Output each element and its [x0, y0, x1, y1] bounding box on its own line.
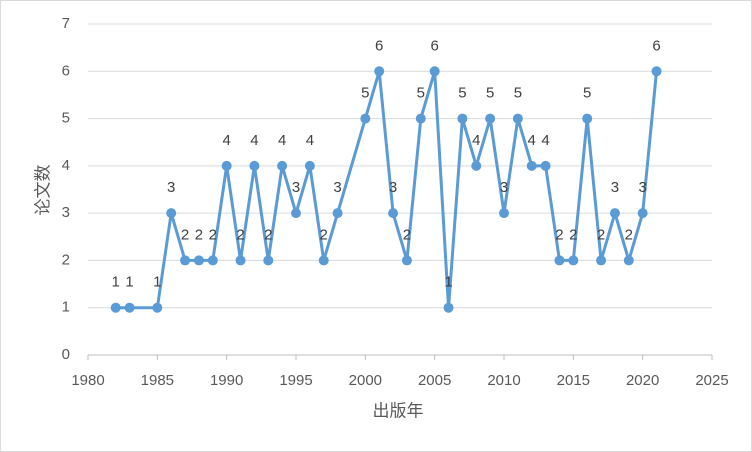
data-label: 2: [625, 226, 633, 243]
data-point: [388, 208, 399, 219]
x-tick-label: 1990: [210, 372, 243, 389]
data-point: [485, 113, 496, 124]
data-point: [152, 302, 163, 313]
data-point: [249, 160, 260, 171]
data-point: [401, 255, 412, 266]
data-label: 1: [112, 274, 120, 291]
data-point: [651, 66, 662, 77]
data-point: [443, 302, 454, 313]
data-point: [596, 255, 607, 266]
data-label: 2: [181, 226, 189, 243]
x-tick-label: 2020: [626, 372, 659, 389]
x-tick-label: 2010: [487, 372, 520, 389]
data-label: 4: [250, 132, 258, 149]
data-label: 2: [403, 226, 411, 243]
data-label: 5: [458, 85, 466, 102]
data-label: 2: [264, 226, 272, 243]
data-point: [166, 208, 177, 219]
x-tick-label: 1985: [141, 372, 174, 389]
data-label: 5: [361, 85, 369, 102]
data-label: 6: [430, 37, 438, 54]
data-label: 4: [222, 132, 230, 149]
data-point: [332, 208, 343, 219]
data-label: 6: [652, 37, 660, 54]
data-point: [374, 66, 385, 77]
data-point: [637, 208, 648, 219]
data-point: [207, 255, 218, 266]
data-point: [457, 113, 468, 124]
data-point: [582, 113, 593, 124]
data-label: 3: [389, 179, 397, 196]
data-label: 3: [333, 179, 341, 196]
x-tick-label: 2005: [418, 372, 451, 389]
x-tick-label: 2015: [557, 372, 590, 389]
data-point: [110, 302, 121, 313]
data-point: [415, 113, 426, 124]
x-tick-label: 2000: [349, 372, 382, 389]
data-point: [429, 66, 440, 77]
y-axis-label: 论文数: [33, 165, 52, 216]
data-point: [291, 208, 301, 219]
data-label: 3: [611, 179, 619, 196]
data-point: [193, 255, 204, 266]
data-label: 4: [541, 132, 549, 149]
data-label: 5: [417, 85, 425, 102]
data-point: [540, 160, 551, 171]
y-tick-label: 3: [62, 204, 70, 221]
x-tick-label: 2025: [695, 372, 728, 389]
y-tick-label: 1: [62, 299, 70, 316]
data-label: 4: [278, 132, 286, 149]
data-point: [235, 255, 246, 266]
x-axis-label: 出版年: [373, 401, 424, 420]
data-label: 2: [597, 226, 605, 243]
data-label: 1: [153, 274, 161, 291]
data-point: [499, 208, 509, 219]
data-label: 3: [167, 179, 175, 196]
data-point: [318, 255, 329, 266]
x-tick-label: 1995: [279, 372, 312, 389]
data-point: [554, 255, 565, 266]
data-point: [180, 255, 191, 266]
data-point: [277, 160, 288, 171]
data-label: 4: [528, 132, 536, 149]
data-label: 5: [486, 85, 494, 102]
x-tick-label: 1980: [71, 372, 104, 389]
data-label: 3: [292, 179, 300, 196]
data-point: [221, 160, 232, 171]
data-point: [471, 160, 482, 171]
y-tick-label: 6: [62, 62, 70, 79]
data-point: [623, 255, 634, 266]
data-point: [263, 255, 274, 266]
data-label: 2: [569, 226, 577, 243]
data-point: [124, 302, 135, 313]
data-label: 2: [195, 226, 203, 243]
data-label: 2: [320, 226, 328, 243]
data-point: [512, 113, 523, 124]
y-tick-label: 4: [62, 157, 70, 174]
y-tick-label: 5: [62, 110, 70, 127]
data-label: 3: [638, 179, 646, 196]
data-label: 2: [209, 226, 217, 243]
data-label: 4: [306, 132, 314, 149]
data-label: 3: [500, 179, 508, 196]
y-tick-label: 0: [62, 346, 70, 363]
y-tick-label: 7: [62, 15, 70, 32]
data-point: [609, 208, 620, 219]
data-label: 1: [444, 274, 452, 291]
data-label: 6: [375, 37, 383, 54]
data-label: 2: [555, 226, 563, 243]
y-tick-label: 2: [62, 251, 70, 268]
data-label: 4: [472, 132, 480, 149]
data-point: [568, 255, 579, 266]
data-label: 5: [514, 85, 522, 102]
data-point: [304, 160, 315, 171]
data-point: [360, 113, 371, 124]
data-point: [526, 160, 537, 171]
data-label: 5: [583, 85, 591, 102]
data-label: 2: [236, 226, 244, 243]
data-label: 1: [125, 274, 133, 291]
